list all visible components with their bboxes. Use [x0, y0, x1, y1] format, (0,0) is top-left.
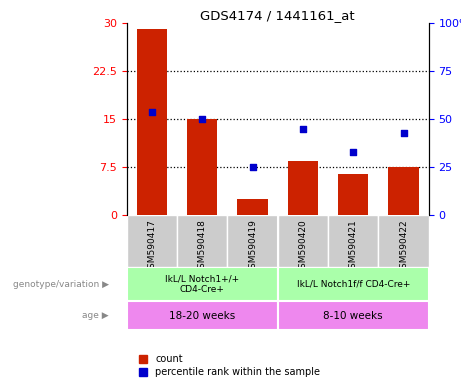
Text: GSM590417: GSM590417	[148, 220, 156, 275]
Point	[148, 109, 155, 115]
Text: GSM590419: GSM590419	[248, 220, 257, 275]
Point	[249, 164, 256, 170]
Text: genotype/variation ▶: genotype/variation ▶	[13, 280, 109, 289]
Bar	[137, 30, 167, 215]
Text: age ▶: age ▶	[83, 311, 109, 320]
Bar	[127, 267, 278, 301]
Point	[199, 116, 206, 122]
Bar	[328, 215, 378, 267]
Point	[400, 130, 407, 136]
Text: GSM590422: GSM590422	[399, 220, 408, 274]
Bar	[177, 215, 227, 267]
Text: GSM590418: GSM590418	[198, 220, 207, 275]
Bar	[278, 267, 429, 301]
Bar	[278, 301, 429, 330]
Bar	[278, 215, 328, 267]
Bar	[127, 301, 278, 330]
Text: IkL/L Notch1f/f CD4-Cre+: IkL/L Notch1f/f CD4-Cre+	[296, 280, 410, 289]
Bar	[389, 167, 419, 215]
Bar	[227, 215, 278, 267]
Text: GSM590420: GSM590420	[298, 220, 307, 274]
Bar	[288, 161, 318, 215]
Text: 8-10 weeks: 8-10 weeks	[324, 311, 383, 321]
Text: GSM590421: GSM590421	[349, 220, 358, 274]
Text: 18-20 weeks: 18-20 weeks	[169, 311, 235, 321]
Point	[299, 126, 307, 132]
Text: IkL/L Notch1+/+
CD4-Cre+: IkL/L Notch1+/+ CD4-Cre+	[165, 275, 239, 294]
Bar	[378, 215, 429, 267]
Bar	[127, 215, 177, 267]
Legend: count, percentile rank within the sample: count, percentile rank within the sample	[139, 354, 320, 377]
Bar	[237, 199, 268, 215]
Point	[349, 149, 357, 155]
Bar	[338, 174, 368, 215]
Bar	[187, 119, 217, 215]
Title: GDS4174 / 1441161_at: GDS4174 / 1441161_at	[201, 9, 355, 22]
